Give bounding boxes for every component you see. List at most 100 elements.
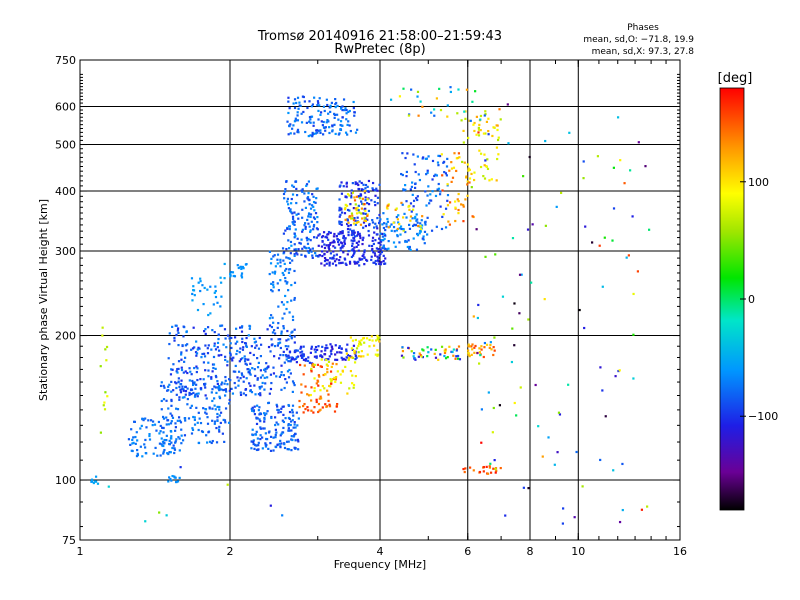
echo-point xyxy=(290,211,293,214)
echo-point xyxy=(361,212,365,215)
echo-point xyxy=(288,368,291,372)
echo-point xyxy=(273,329,276,332)
echo-point xyxy=(465,88,469,91)
echo-point xyxy=(485,465,488,468)
echo-point xyxy=(355,221,358,224)
echo-point xyxy=(334,264,338,267)
echo-point xyxy=(364,212,368,216)
echo-point xyxy=(204,369,207,372)
echo-point xyxy=(257,448,260,451)
echo-point xyxy=(362,336,365,340)
echo-point xyxy=(320,262,323,265)
echo-point xyxy=(302,411,305,414)
x-axis-label: Frequency [MHz] xyxy=(334,558,426,571)
echo-point xyxy=(494,467,497,471)
echo-point xyxy=(310,399,313,402)
echo-point xyxy=(285,358,288,361)
echo-point xyxy=(230,271,233,274)
echo-point xyxy=(206,326,210,329)
echo-point xyxy=(163,386,166,389)
echo-point xyxy=(309,118,312,121)
echo-point xyxy=(230,336,233,340)
echo-point xyxy=(157,420,161,424)
echo-point xyxy=(329,105,332,109)
echo-point xyxy=(395,229,399,232)
echo-point xyxy=(319,408,322,411)
echo-point xyxy=(296,96,300,99)
echo-point xyxy=(282,413,285,417)
echo-point xyxy=(259,420,262,423)
echo-point xyxy=(328,261,331,264)
echo-point xyxy=(352,229,355,232)
echo-point xyxy=(373,200,376,204)
echo-point xyxy=(190,388,193,391)
echo-point xyxy=(272,255,275,258)
echo-point xyxy=(477,362,481,365)
echo-point xyxy=(296,111,299,114)
echo-point xyxy=(467,349,470,352)
echo-point xyxy=(298,241,301,245)
echo-point xyxy=(332,235,336,238)
echo-point xyxy=(340,356,343,359)
echo-point xyxy=(433,108,436,111)
echo-point xyxy=(194,351,198,354)
echo-point xyxy=(483,346,486,349)
echo-point xyxy=(499,466,502,470)
echo-point xyxy=(351,339,355,342)
echo-point xyxy=(376,354,379,358)
echo-point xyxy=(220,388,223,391)
echo-point xyxy=(279,338,282,341)
echo-point xyxy=(480,345,483,348)
echo-point xyxy=(372,261,375,264)
echo-point xyxy=(350,233,353,237)
echo-point xyxy=(438,87,441,90)
echo-point xyxy=(300,189,303,192)
echo-point xyxy=(437,182,440,186)
echo-point xyxy=(453,152,456,155)
echo-point xyxy=(347,358,350,361)
echo-point xyxy=(267,401,271,404)
echo-point xyxy=(376,196,380,199)
echo-point xyxy=(282,273,285,277)
echo-point xyxy=(354,181,357,184)
y-axis-label: Stationary phase Virtual Height [km] xyxy=(37,199,50,401)
echo-point xyxy=(210,376,213,379)
echo-point xyxy=(204,382,207,385)
echo-point xyxy=(376,334,379,338)
echo-point xyxy=(216,412,219,416)
echo-point xyxy=(237,370,241,373)
echo-point xyxy=(330,365,333,369)
echo-point xyxy=(229,274,232,277)
echo-point xyxy=(182,335,185,338)
echo-point xyxy=(214,285,217,288)
echo-point xyxy=(264,442,267,445)
echo-point xyxy=(232,370,235,373)
echo-point xyxy=(573,516,576,519)
echo-point xyxy=(288,350,292,353)
echo-point xyxy=(405,216,408,219)
echo-point xyxy=(217,337,220,341)
echo-point xyxy=(133,420,136,423)
echo-point xyxy=(311,193,314,196)
echo-point xyxy=(176,408,180,411)
echo-point xyxy=(328,405,332,408)
echo-point xyxy=(268,392,271,395)
echo-point xyxy=(268,272,271,276)
echo-point xyxy=(287,111,290,115)
echo-point xyxy=(180,353,183,356)
echo-point xyxy=(307,215,310,218)
echo-point xyxy=(386,204,389,207)
echo-point xyxy=(224,394,227,397)
echo-point xyxy=(261,436,264,439)
echo-point xyxy=(289,372,292,375)
echo-point xyxy=(286,329,289,333)
echo-point xyxy=(298,101,301,104)
echo-point xyxy=(316,100,320,103)
echo-point xyxy=(316,228,319,231)
echo-point xyxy=(343,239,346,242)
echo-point xyxy=(475,115,479,118)
echo-point xyxy=(448,345,451,348)
echo-point xyxy=(462,203,465,207)
echo-point xyxy=(197,392,200,395)
echo-point xyxy=(178,449,181,452)
